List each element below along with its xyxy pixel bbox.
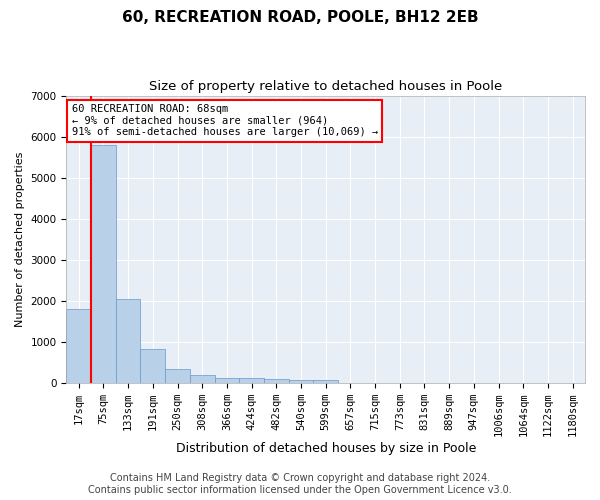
Bar (91, 145, 116, 383)
Bar (190, 375, 215, 383)
Bar (239, 378, 264, 383)
Bar (165, 369, 190, 383)
Bar (289, 380, 313, 383)
Bar (67, 309, 91, 383)
Text: 60, RECREATION ROAD, POOLE, BH12 2EB: 60, RECREATION ROAD, POOLE, BH12 2EB (122, 10, 478, 25)
Bar (313, 380, 338, 383)
Text: Contains HM Land Registry data © Crown copyright and database right 2024.
Contai: Contains HM Land Registry data © Crown c… (88, 474, 512, 495)
Bar (215, 378, 239, 383)
Title: Size of property relative to detached houses in Poole: Size of property relative to detached ho… (149, 80, 502, 93)
Text: 60 RECREATION ROAD: 68sqm
← 9% of detached houses are smaller (964)
91% of semi-: 60 RECREATION ROAD: 68sqm ← 9% of detach… (71, 104, 378, 138)
X-axis label: Distribution of detached houses by size in Poole: Distribution of detached houses by size … (176, 442, 476, 455)
Bar (140, 350, 165, 383)
Bar (264, 379, 289, 383)
Y-axis label: Number of detached properties: Number of detached properties (15, 152, 25, 327)
Bar (116, 299, 140, 383)
